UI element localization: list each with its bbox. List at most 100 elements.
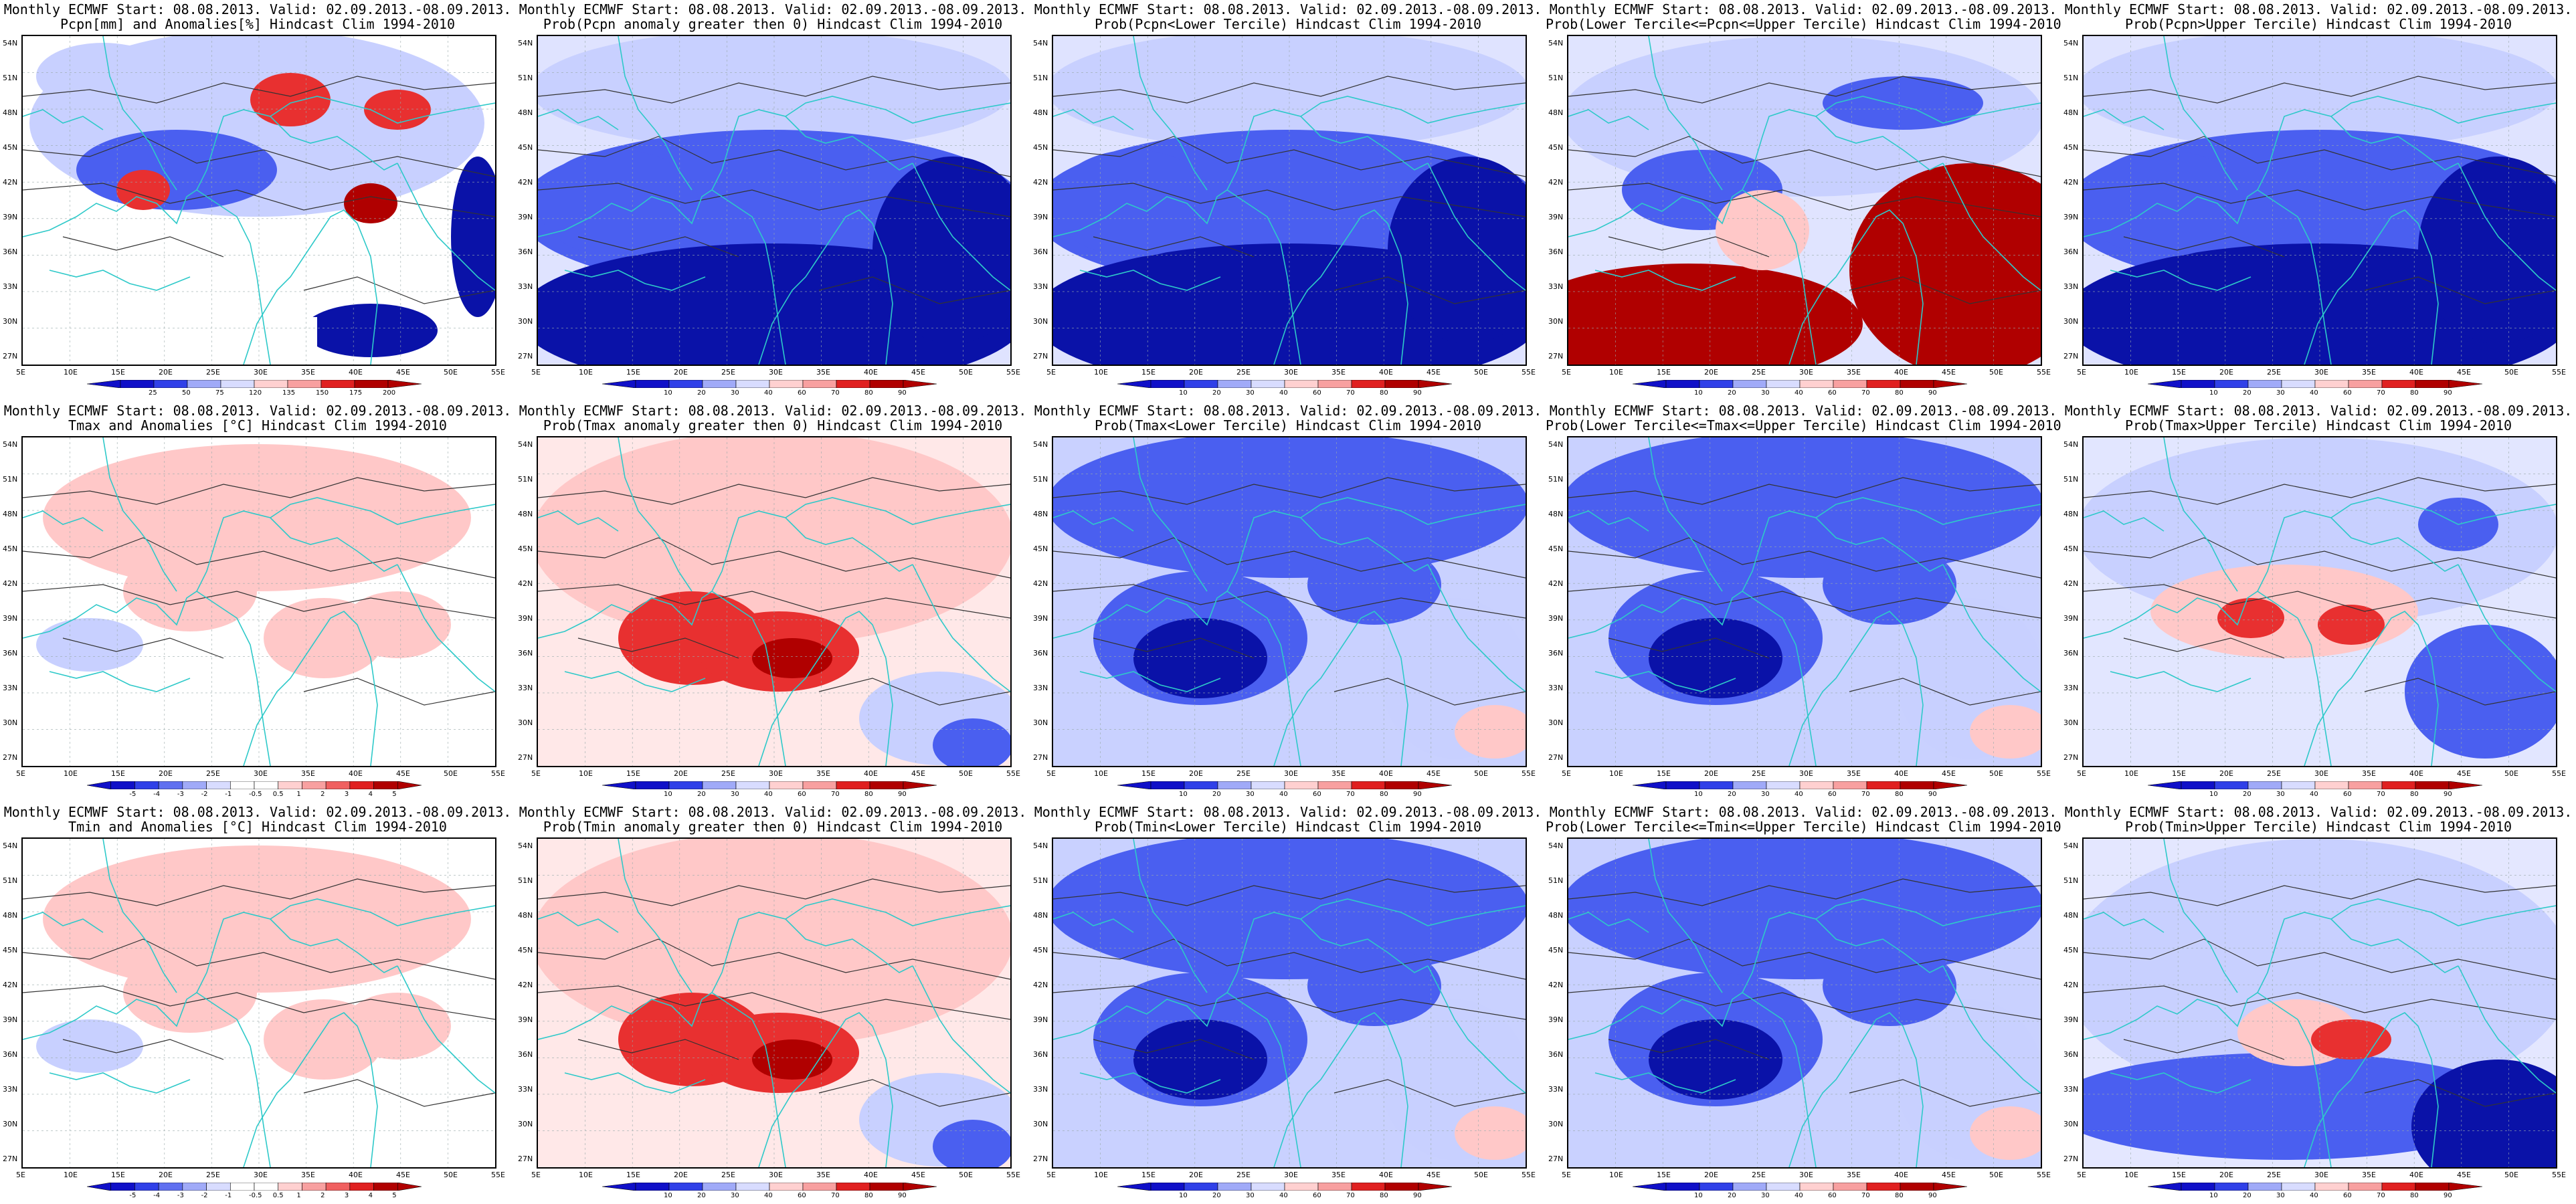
colorbar-label: 30 <box>731 791 739 798</box>
colorbar-segment <box>373 1183 398 1191</box>
colorbar-segment <box>1317 781 1352 789</box>
latitude-label: 51N <box>1548 475 1564 484</box>
colorbar-segment <box>2214 380 2249 388</box>
longitude-label: 25E <box>2267 769 2281 778</box>
coastline <box>785 898 1010 926</box>
colorbar-segment <box>836 781 870 789</box>
longitude-label: 35E <box>2362 769 2376 778</box>
colorbar-label: 70 <box>1861 791 1870 798</box>
map-panel-8: Monthly ECMWF Start: 08.08.2013. Valid: … <box>1030 401 1546 803</box>
longitude-label: 20E <box>159 769 173 778</box>
shaded-region <box>2311 1019 2391 1060</box>
coastline <box>1427 564 1526 692</box>
colorbar-label: -1 <box>225 791 232 798</box>
map-field <box>2084 437 2556 766</box>
colorbar <box>2148 1183 2482 1191</box>
longitude-label: 45E <box>911 769 925 778</box>
colorbar-segment <box>373 781 398 789</box>
colorbar-arrow <box>2148 1183 2182 1191</box>
coastline <box>102 437 177 592</box>
contour-line <box>1568 878 2041 906</box>
shaded-region <box>1649 1019 1782 1100</box>
shaded-region <box>2084 1053 2518 1160</box>
colorbar-label: -5 <box>129 1192 136 1199</box>
contour-line <box>2084 477 2556 505</box>
contour-line <box>23 183 495 217</box>
colorbar-segment <box>134 781 159 789</box>
colorbar-segment <box>1284 1183 1319 1191</box>
colorbar-segment <box>1833 380 1867 388</box>
contour-line <box>1053 76 1526 104</box>
latitude-label: 48N <box>2063 911 2079 920</box>
contour-line <box>2364 678 2556 706</box>
coastline <box>564 671 706 692</box>
colorbar-label: 4 <box>368 1192 373 1199</box>
longitude-label: 25E <box>2267 368 2281 377</box>
colorbar-segment <box>2415 380 2450 388</box>
map-panel-11: Monthly ECMWF Start: 08.08.2013. Valid: … <box>0 803 515 1204</box>
contour-line <box>538 985 1010 1020</box>
longitude-label: 55E <box>1006 1171 1020 1179</box>
colorbar-label: 75 <box>215 389 224 397</box>
longitude-label: 40E <box>1894 1171 1908 1179</box>
colorbar-arrow <box>87 1183 112 1191</box>
colorbar-segment <box>1866 781 1901 789</box>
colorbar-label: 1 <box>296 791 301 798</box>
latitude-label: 45N <box>2063 544 2079 553</box>
colorbar-segment <box>1317 1183 1352 1191</box>
colorbar-label: 30 <box>1761 389 1770 397</box>
colorbar-label: 10 <box>1694 791 1703 798</box>
coastline <box>1942 965 2041 1094</box>
longitude-label: 45E <box>396 769 410 778</box>
colorbar-segment <box>220 380 255 388</box>
latitude-label: 36N <box>2063 649 2079 658</box>
colorbar-segment <box>836 380 870 388</box>
longitude-label: 5E <box>2077 368 2086 377</box>
colorbar-segment <box>2281 380 2316 388</box>
map-panel-13: Monthly ECMWF Start: 08.08.2013. Valid: … <box>1030 803 1546 1204</box>
coastline <box>1133 437 1208 592</box>
longitude-label: 55E <box>1006 368 1020 377</box>
longitude-label: 35E <box>1331 769 1346 778</box>
colorbar-label: 70 <box>1346 1192 1355 1199</box>
longitude-label: 45E <box>396 1171 410 1179</box>
longitude-label: 10E <box>579 368 593 377</box>
coastline <box>23 992 271 1167</box>
panel-title-line2: Prob(Tmax<Lower Tercile) Hindcast Clim 1… <box>1095 417 1481 433</box>
colorbar-segment <box>1284 781 1319 789</box>
longitude-label: 45E <box>396 368 410 377</box>
latitude-label: 54N <box>2063 39 2079 47</box>
longitude-label: 40E <box>349 368 363 377</box>
latitude-label: 27N <box>2063 1155 2079 1163</box>
colorbar-label: 80 <box>1380 389 1388 397</box>
colorbar-label: 10 <box>2209 389 2218 397</box>
longitude-label: 30E <box>2314 368 2328 377</box>
colorbar-label: 30 <box>1246 389 1255 397</box>
colorbar <box>87 781 422 789</box>
latitude-label: 33N <box>518 684 533 692</box>
shaded-region <box>43 444 471 591</box>
latitude-label: 45N <box>3 544 18 553</box>
latitude-label: 48N <box>1548 510 1564 518</box>
coastline <box>2330 96 2556 124</box>
contour-line <box>23 537 495 579</box>
colorbar-segment <box>302 781 327 789</box>
coastline <box>2084 189 2332 365</box>
latitude-label: 54N <box>1548 440 1564 449</box>
panel-title-line1: Monthly ECMWF Start: 08.08.2013. Valid: … <box>2064 403 2573 419</box>
coastline <box>49 270 191 291</box>
colorbar-segment <box>1732 1183 1767 1191</box>
longitude-label: 40E <box>864 1171 878 1179</box>
colorbar-label: 40 <box>1279 389 1288 397</box>
longitude-label: 10E <box>2124 769 2138 778</box>
colorbar-segment <box>187 380 221 388</box>
longitude-label: 45E <box>1942 769 1956 778</box>
colorbar-segment <box>1766 781 1801 789</box>
latitude-label: 30N <box>518 1120 533 1128</box>
latitude-label: 30N <box>1033 1120 1048 1128</box>
colorbar-segment <box>1866 1183 1901 1191</box>
colorbar-segment <box>2214 781 2249 789</box>
contour-line <box>2084 183 2556 217</box>
latitude-label: 51N <box>3 74 18 82</box>
longitude-label: 15E <box>2172 368 2186 377</box>
